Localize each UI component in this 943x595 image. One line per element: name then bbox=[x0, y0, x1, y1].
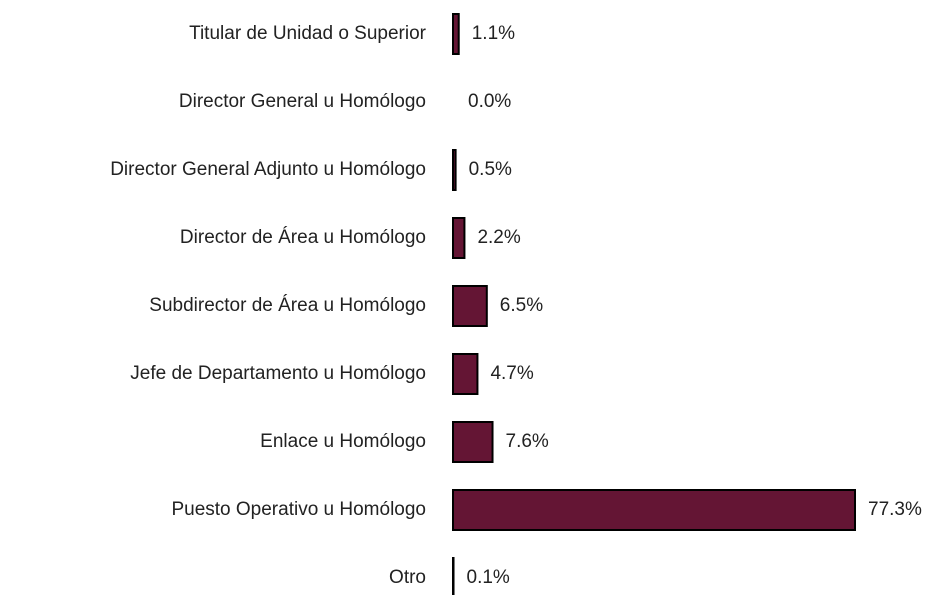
category-label: Jefe de Departamento u Homólogo bbox=[130, 363, 426, 384]
value-label: 0.0% bbox=[468, 91, 511, 112]
bar bbox=[452, 285, 488, 327]
category-label: Director General u Homólogo bbox=[179, 91, 426, 112]
category-label: Director de Área u Homólogo bbox=[180, 227, 426, 248]
value-label: 0.5% bbox=[469, 159, 512, 180]
value-label: 77.3% bbox=[868, 499, 922, 520]
value-label: 1.1% bbox=[472, 23, 515, 44]
category-label: Subdirector de Área u Homólogo bbox=[149, 295, 426, 316]
bar bbox=[452, 217, 466, 259]
category-label: Director General Adjunto u Homólogo bbox=[110, 159, 426, 180]
category-label: Enlace u Homólogo bbox=[260, 431, 426, 452]
value-label: 4.7% bbox=[490, 363, 533, 384]
bar bbox=[452, 149, 457, 191]
bar bbox=[452, 421, 494, 463]
category-label: Titular de Unidad o Superior bbox=[189, 23, 427, 44]
value-label: 2.2% bbox=[477, 227, 520, 248]
bar bbox=[452, 353, 479, 395]
category-label: Otro bbox=[389, 567, 426, 588]
bar bbox=[452, 13, 460, 55]
bar bbox=[452, 489, 856, 531]
value-label: 7.6% bbox=[506, 431, 549, 452]
value-label: 6.5% bbox=[500, 295, 543, 316]
bar bbox=[452, 557, 455, 595]
value-label: 0.1% bbox=[467, 567, 510, 588]
category-label: Puesto Operativo u Homólogo bbox=[171, 499, 426, 520]
